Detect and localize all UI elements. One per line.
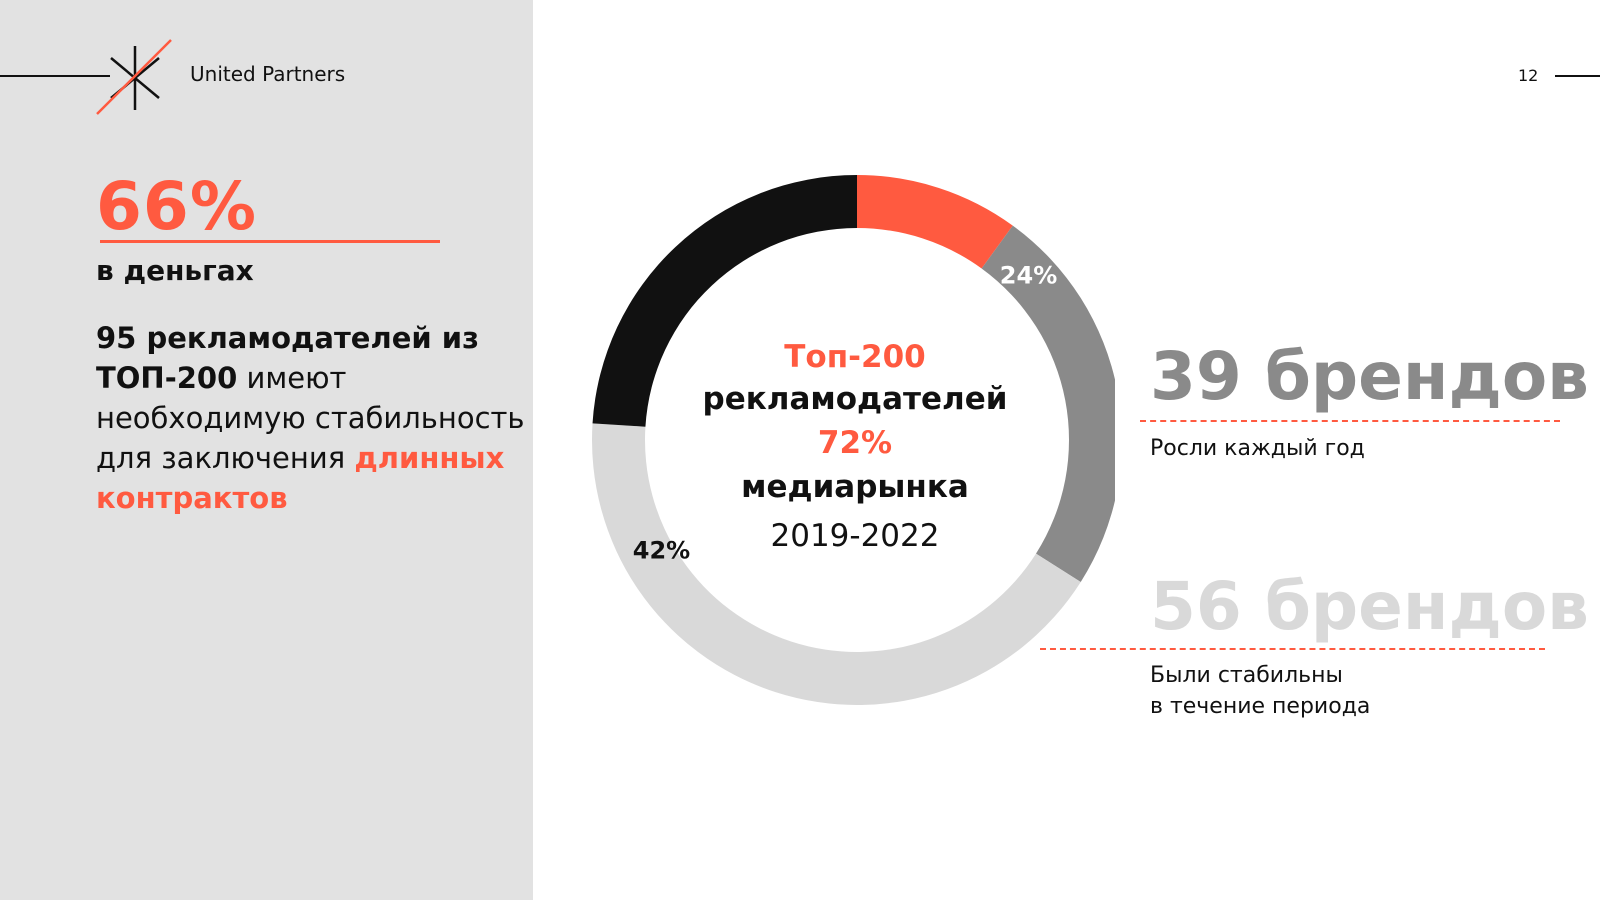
center-line-4: медиарынка [741,469,969,505]
center-line-2: рекламодателей [702,381,1008,417]
percent-underline [100,240,440,243]
center-line-3: 72% [817,425,893,461]
brand-divider-line [0,75,110,77]
stat-stable-brands-value: 56 брендов [1150,568,1589,645]
page-number-line [1555,75,1600,77]
donut-center-text: Топ-200 рекламодателей 72% медиарынка 20… [660,336,1050,564]
donut-segment-0 [857,175,1013,269]
stat-stable-desc-line-1: Были стабильны [1150,663,1343,688]
stat-stable-brands-desc: Были стабильны в течение периода [1150,660,1370,722]
stat-growing-brands-desc: Росли каждый год [1150,436,1365,461]
center-line-5: 2019-2022 [770,518,940,554]
money-share-percent: 66% [96,168,257,245]
stat-stable-dashed-line [1040,648,1545,650]
left-panel [0,0,533,900]
donut-chart: 24% 42% [592,175,1115,705]
page-number: 12 [1518,66,1539,85]
donut-label-2: 42% [633,536,690,564]
center-line-1: Топ-200 [784,339,926,375]
description-bold: 95 рекламодателей из ТОП-200 [96,321,479,395]
donut-label-1: 24% [1000,261,1057,289]
logo-icon [96,39,172,115]
stat-stable-desc-line-2: в течение периода [1150,694,1371,719]
money-label: в деньгах [96,254,254,287]
stat-growing-brands-value: 39 брендов [1150,338,1589,415]
donut-segment-3 [592,175,857,427]
description-accent: длинных контрактов [96,441,505,515]
description-normal: имеют необходимую стабильность для заклю… [96,361,525,475]
description-paragraph: 95 рекламодателей из ТОП-200 имеют необх… [96,318,536,518]
donut-segment-2 [592,423,1081,705]
donut-segment-1 [981,225,1115,582]
brand-name: United Partners [190,62,346,86]
stat-growing-dashed-line [1140,420,1560,422]
